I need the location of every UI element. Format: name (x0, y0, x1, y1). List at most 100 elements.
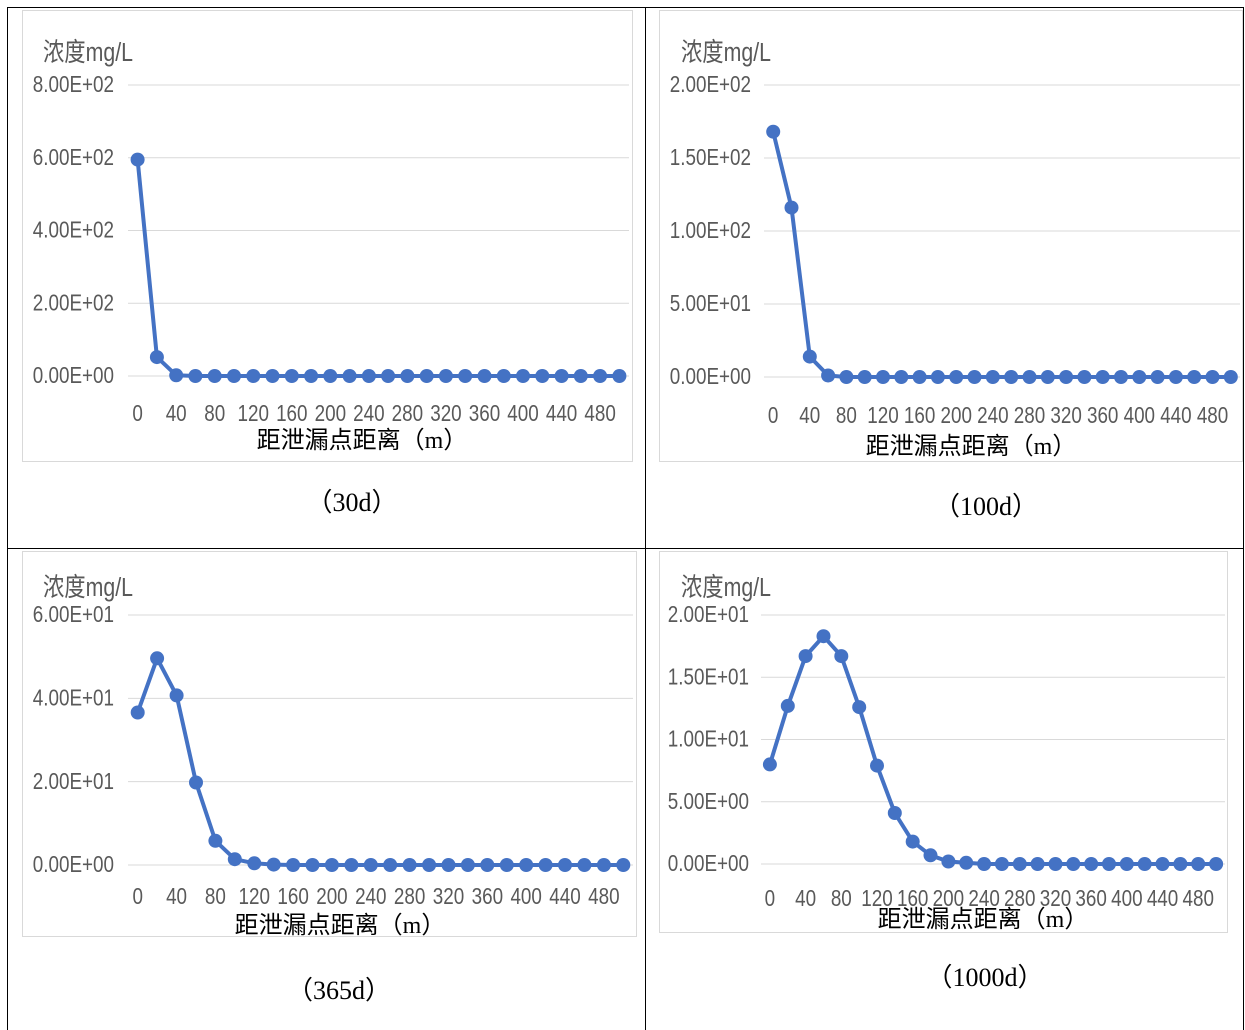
x-tick-label: 360 (472, 884, 503, 909)
data-point-marker (577, 858, 592, 872)
x-tick-label: 40 (799, 403, 820, 428)
x-tick-label: 200 (941, 403, 972, 428)
y-tick-label: 1.00E+02 (670, 218, 751, 243)
data-point-marker (894, 370, 909, 384)
x-tick-label: 480 (1183, 886, 1214, 911)
data-point-marker (784, 200, 799, 215)
data-point-marker (1114, 370, 1128, 384)
data-point-marker (169, 688, 184, 703)
data-point-marker (766, 124, 781, 139)
data-point-marker (798, 649, 813, 664)
x-tick-label: 0 (765, 886, 775, 911)
series-line (767, 634, 1219, 866)
table-row-divider (7, 548, 1244, 549)
x-tick-label: 80 (836, 403, 857, 428)
x-tick-label: 320 (433, 884, 464, 909)
x-tick-label: 80 (204, 401, 225, 426)
x-tick-label: 320 (1040, 886, 1071, 911)
y-axis-title: 浓度mg/L (681, 38, 771, 68)
data-point-marker (342, 369, 357, 383)
data-point-marker (400, 369, 415, 383)
x-tick-label: 280 (394, 884, 425, 909)
data-point-marker (323, 369, 338, 383)
y-tick-label: 4.00E+01 (33, 686, 114, 711)
data-point-marker (458, 369, 473, 383)
y-tick-label: 1.50E+01 (668, 665, 749, 690)
x-tick-label: 400 (510, 884, 541, 909)
data-point-marker (857, 370, 872, 384)
data-point-marker (1119, 857, 1134, 871)
line-chart: 0.00E+00 2.00E+01 4.00E+01 6.00E+01 0 40 80 120… (33, 573, 633, 939)
data-point-marker (1059, 370, 1074, 384)
data-point-marker (516, 369, 530, 383)
data-point-marker (477, 369, 492, 383)
data-point-marker (499, 858, 514, 872)
y-tick-label: 1.50E+02 (670, 145, 751, 170)
data-point-marker (573, 369, 588, 383)
chart-panel-top-left: 0.00E+00 2.00E+02 4.00E+02 6.00E+02 8.00E+02… (22, 10, 633, 462)
x-tick-label: 360 (469, 401, 500, 426)
caption-bottom-right: （1000d） (926, 963, 1044, 992)
x-tick-label: 280 (1004, 886, 1035, 911)
data-point-marker (361, 369, 376, 383)
data-point-marker (977, 857, 992, 871)
data-point-marker (558, 858, 572, 872)
data-point-marker (383, 858, 398, 872)
data-point-marker (538, 858, 553, 872)
data-point-marker (985, 370, 1000, 384)
x-tick-label: 200 (316, 884, 347, 909)
x-axis-title: 距泄漏点距离（m） (866, 433, 1077, 460)
data-point-marker (208, 833, 223, 848)
data-point-marker (612, 369, 627, 383)
data-point-marker (923, 848, 938, 863)
x-tick-label: 80 (831, 886, 852, 911)
x-tick-label: 280 (1014, 403, 1045, 428)
data-point-marker (596, 858, 611, 872)
x-tick-label: 360 (1075, 886, 1106, 911)
x-tick-label: 400 (1124, 403, 1155, 428)
data-point-marker (780, 698, 795, 713)
x-tick-label: 120 (238, 401, 269, 426)
caption-bottom-left: （365d） (286, 976, 391, 1005)
y-tick-label: 6.00E+01 (33, 602, 114, 627)
y-tick-label: 4.00E+02 (33, 218, 114, 243)
data-point-marker (227, 852, 242, 867)
data-point-marker (496, 369, 511, 383)
data-point-marker (912, 370, 927, 384)
x-tick-label: 160 (276, 401, 307, 426)
data-point-marker (1084, 857, 1099, 871)
x-tick-label: 120 (861, 886, 892, 911)
x-tick-label: 80 (205, 884, 226, 909)
x-tick-label: 240 (355, 884, 386, 909)
data-point-marker (1102, 857, 1116, 871)
x-tick-label: 240 (353, 401, 384, 426)
data-point-marker (535, 369, 550, 383)
x-tick-label: 400 (507, 401, 538, 426)
data-point-marker (519, 858, 534, 872)
data-point-marker (1030, 857, 1045, 871)
data-point-marker (1137, 857, 1152, 871)
x-tick-label: 440 (1147, 886, 1178, 911)
data-point-marker (887, 806, 902, 820)
data-point-marker (930, 370, 945, 384)
x-tick-label: 160 (277, 884, 308, 909)
series-line (771, 129, 1233, 379)
data-point-marker (1132, 370, 1147, 384)
data-point-marker (1040, 370, 1055, 384)
x-tick-label: 40 (166, 884, 187, 909)
data-point-marker (1205, 370, 1220, 384)
x-tick-label: 200 (933, 886, 964, 911)
data-point-marker (616, 858, 631, 872)
data-point-marker (1150, 370, 1165, 384)
x-tick-label: 160 (897, 886, 928, 911)
x-tick-label: 320 (1050, 403, 1081, 428)
data-point-marker (169, 368, 184, 383)
data-point-marker (870, 758, 884, 773)
data-point-marker (363, 858, 378, 872)
data-point-marker (821, 368, 836, 383)
data-point-marker (247, 856, 262, 871)
data-point-marker (419, 369, 434, 383)
y-tick-label: 0.00E+00 (668, 851, 749, 876)
data-point-marker (246, 369, 261, 383)
data-point-marker (324, 858, 339, 872)
